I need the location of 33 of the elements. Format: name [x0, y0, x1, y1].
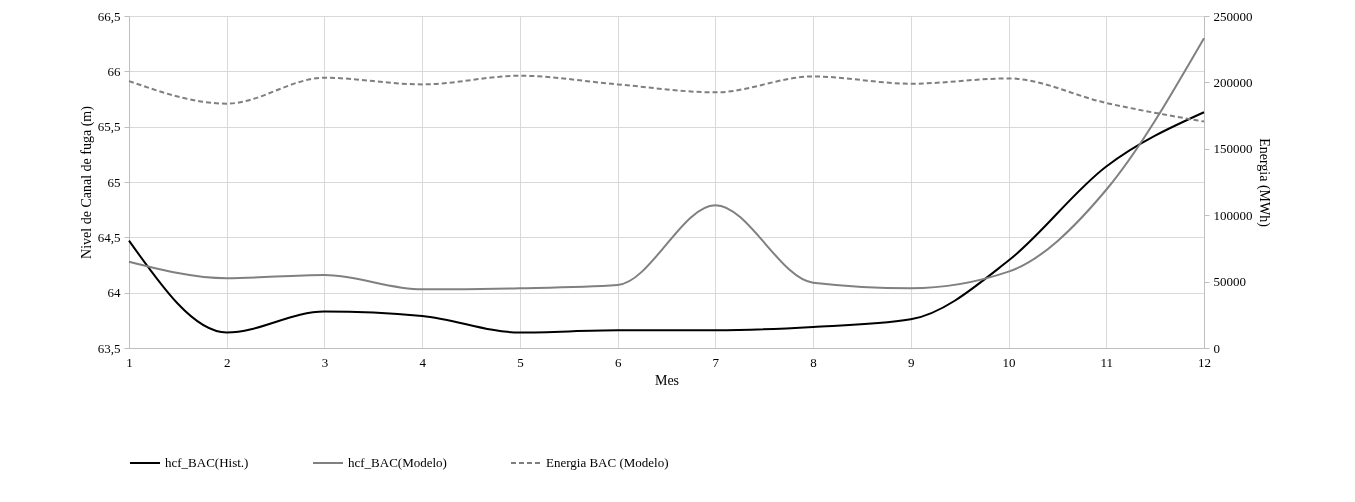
y2-axis-title: Energia (MWh)	[1255, 138, 1272, 228]
y2-tick-label: 200000	[1213, 74, 1253, 90]
y-tick-label: 66	[107, 63, 121, 79]
x-axis-title: Mes	[654, 372, 680, 388]
x-tick-label: 9	[908, 354, 915, 370]
x-tick-label: 3	[321, 354, 329, 370]
x-tick-label: 12	[1198, 354, 1211, 370]
y-tick-label: 64,5	[97, 229, 121, 245]
y2-tick-label: 50000	[1213, 274, 1246, 290]
line-series	[128, 111, 1205, 334]
legend-label: hcf_BAC(Hist.)	[165, 455, 249, 470]
y-tick-label: 63,5	[97, 340, 121, 356]
x-tick-label: 6	[614, 354, 622, 370]
x-tick-label: 8	[810, 354, 817, 370]
y2-tick-label: 100000	[1213, 207, 1253, 223]
legend-label: hcf_BAC(Modelo)	[348, 455, 447, 470]
y-tick-label: 64	[107, 285, 121, 301]
x-tick-label: 5	[517, 354, 524, 370]
x-tick-label: 4	[419, 354, 427, 370]
legend-label: Energia BAC (Modelo)	[546, 455, 669, 470]
y2-tick-label: 250000	[1213, 8, 1253, 24]
y-tick-label: 65,5	[97, 119, 121, 135]
line-series	[128, 37, 1205, 291]
x-tick-label: 10	[1002, 354, 1016, 370]
x-tick-label: 1	[126, 354, 133, 370]
y2-tick-label: 150000	[1213, 141, 1253, 157]
y-tick-label: 65	[107, 174, 121, 190]
y2-tick-label: 0	[1213, 340, 1220, 356]
x-tick-label: 2	[223, 354, 231, 370]
x-tick-label: 11	[1100, 354, 1114, 370]
y-tick-label: 66,5	[97, 8, 121, 24]
x-tick-label: 7	[712, 354, 720, 370]
y-axis-title: Nivel de Canal de fuga (m)	[78, 105, 95, 259]
